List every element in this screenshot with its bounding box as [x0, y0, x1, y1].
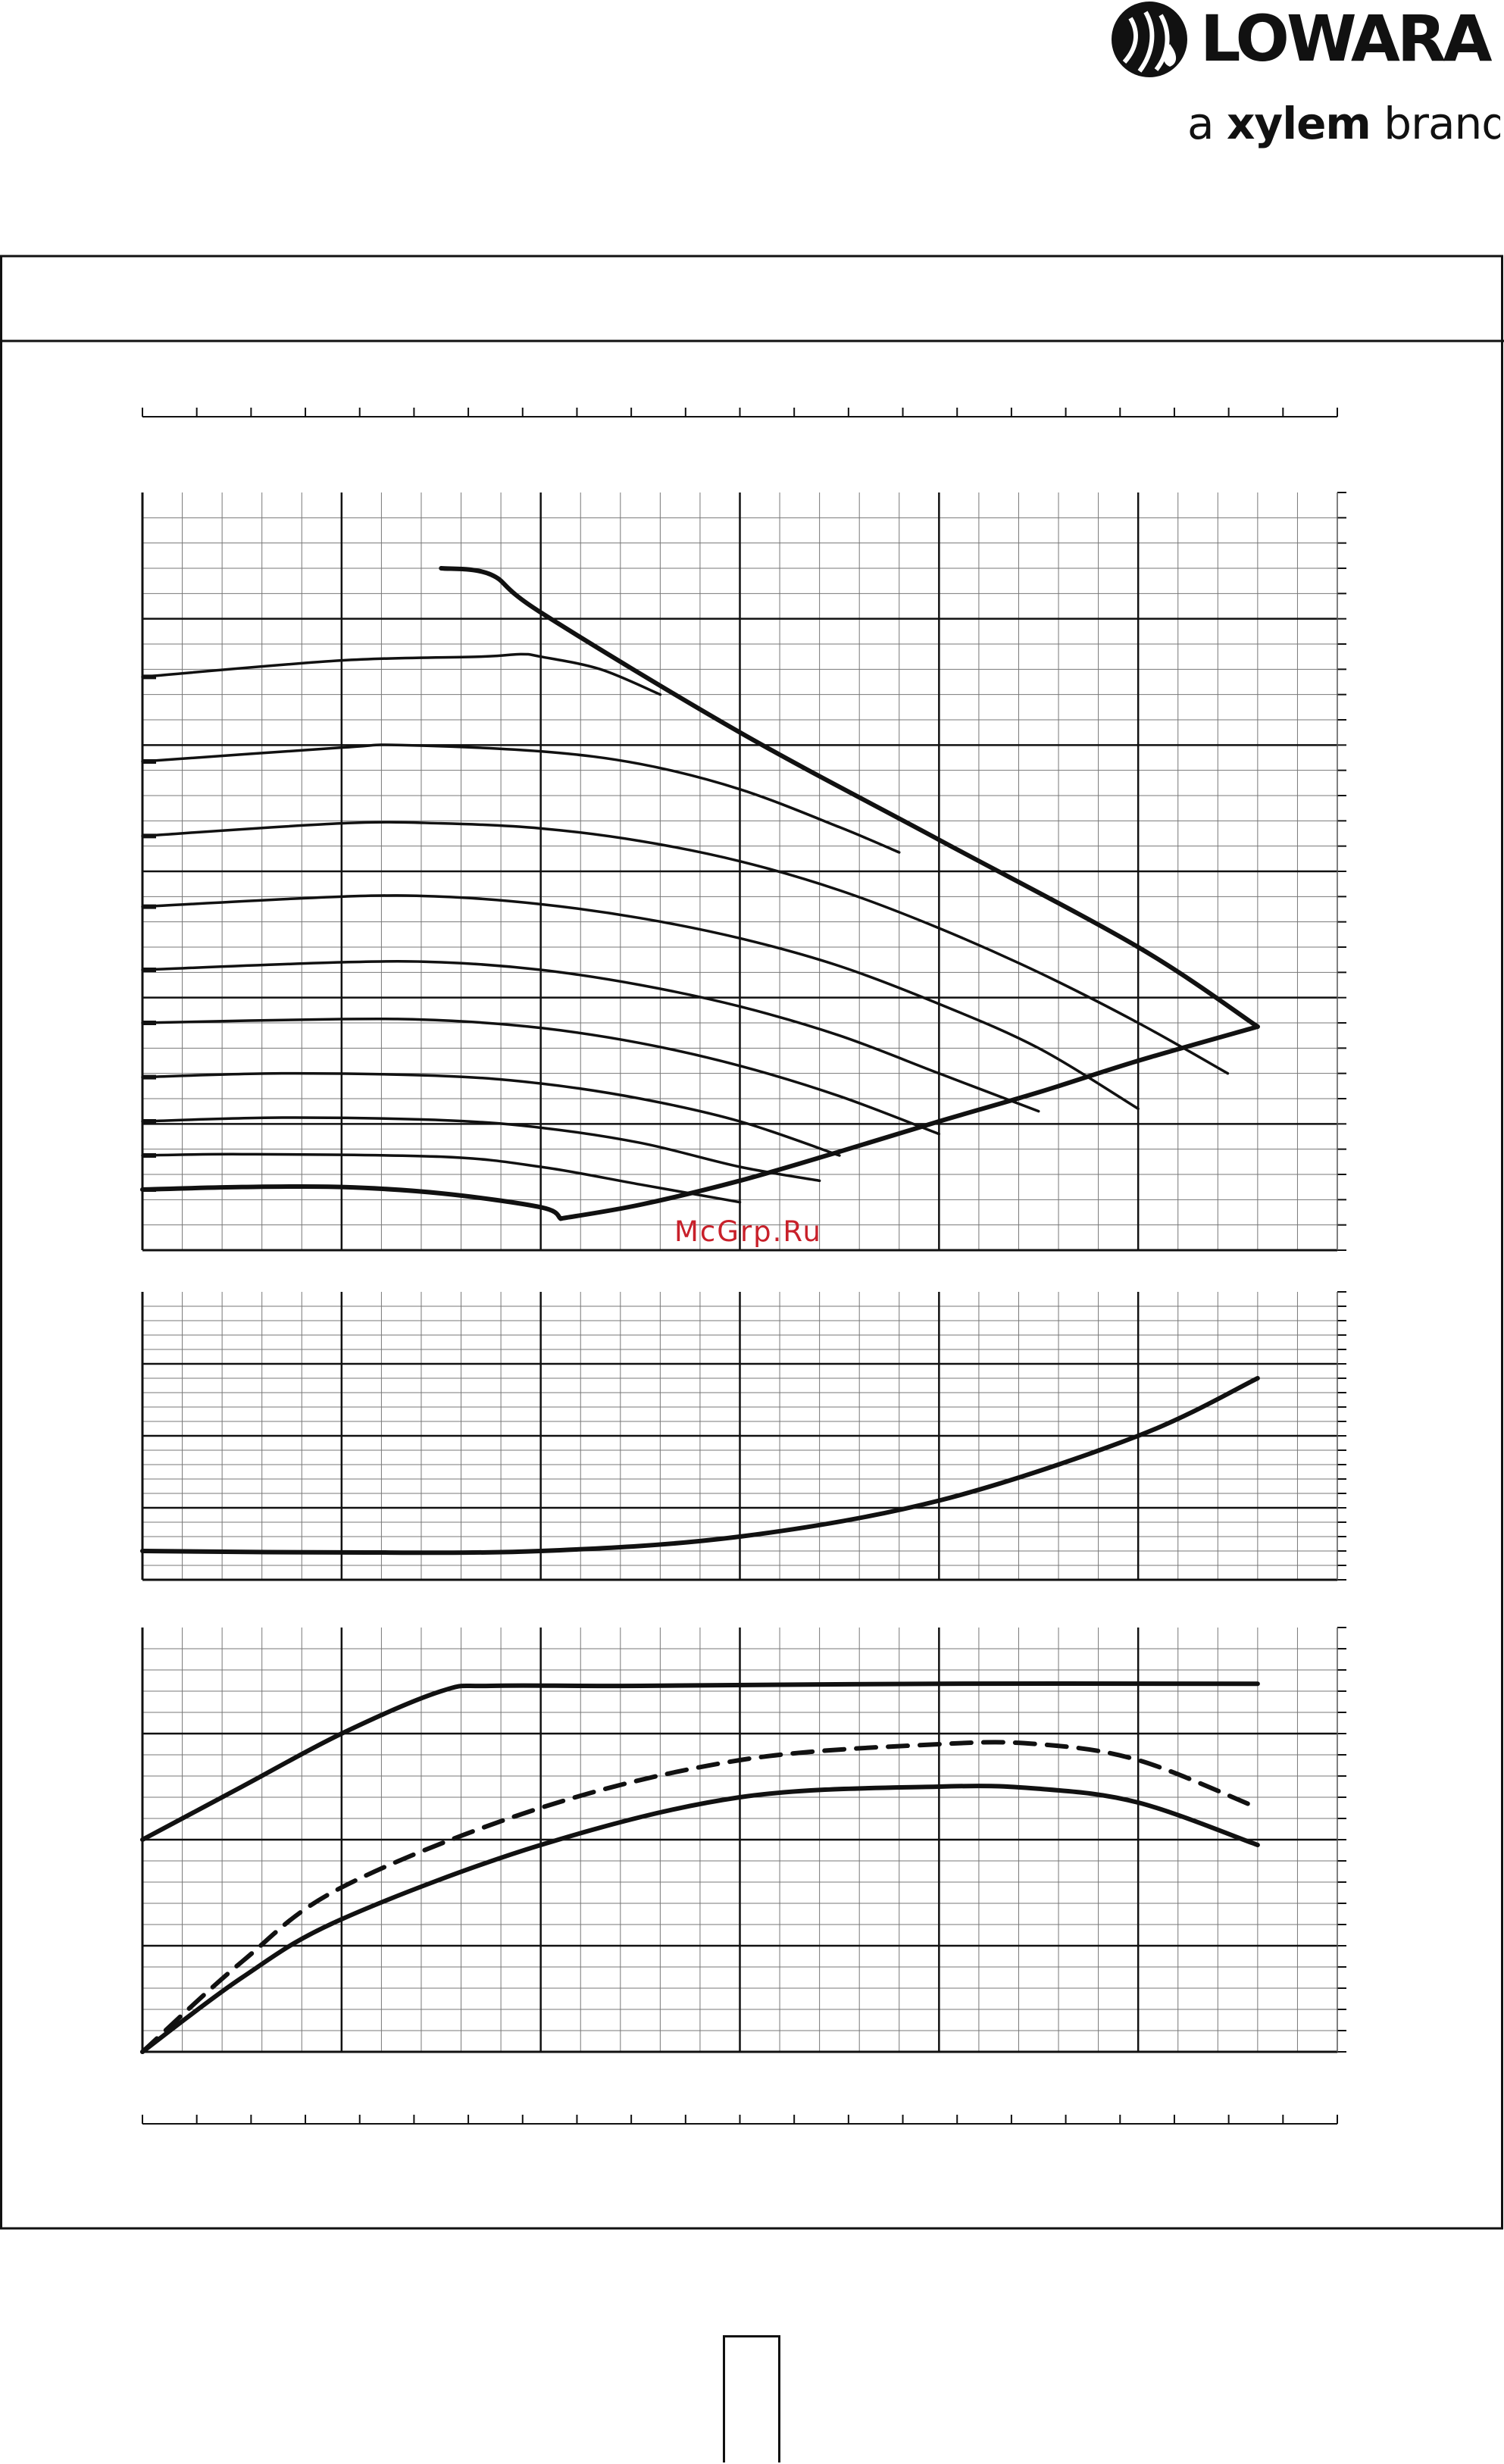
- series-line-speed-curve: [141, 959, 1040, 1113]
- tagline-bold: xylem: [1227, 98, 1371, 149]
- series-line-efficiency-dashed: [140, 1740, 1260, 2054]
- power-efficiency-chart: [140, 1627, 1346, 2054]
- series-line-speed-curve: [141, 743, 901, 854]
- series-line-speed-curve: [141, 1018, 941, 1136]
- series-line-speed-curve: [141, 1152, 742, 1204]
- series-line-speed-curve: [141, 894, 1140, 1111]
- brand-name: LOWARA: [1200, 2, 1493, 76]
- page-number-box: [723, 2335, 780, 2462]
- outer-border: [0, 255, 1503, 2230]
- series-line-power: [140, 1681, 1260, 1842]
- top-scale-ruler: [142, 408, 1338, 417]
- series-line-min-curve: [140, 1184, 563, 1221]
- series-line-speed-curve: [141, 652, 662, 696]
- series-line-max-envelope: [439, 566, 1260, 1029]
- series-line-speed-curve: [141, 1071, 841, 1157]
- npsh-chart: [140, 1291, 1346, 1581]
- bottom-scale-ruler: [142, 2115, 1338, 2125]
- series-line-speed-curve: [141, 1116, 821, 1183]
- series-line-min-envelope: [558, 1024, 1260, 1221]
- brand-logo: LOWARA a xylem brand: [1112, 2, 1500, 149]
- watermark: McGrp.Ru: [674, 1215, 822, 1248]
- head-chart: [140, 492, 1346, 1252]
- brand-tagline: a xylem brand: [1187, 98, 1500, 149]
- series-line-curve: [140, 1376, 1260, 1556]
- series-line-efficiency: [140, 1784, 1260, 2054]
- tagline-suffix: brand: [1371, 98, 1500, 149]
- series-line-speed-curve: [141, 821, 1230, 1075]
- tagline-prefix: a: [1187, 98, 1227, 149]
- lowara-drop-logo-icon: [1112, 2, 1187, 77]
